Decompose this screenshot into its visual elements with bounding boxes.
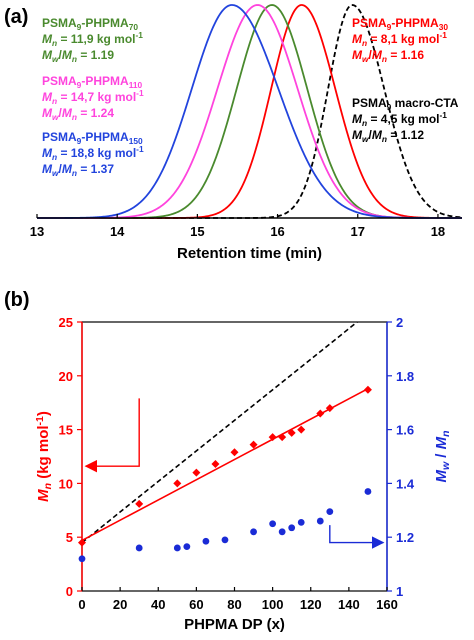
panel-a-gpc-chart: (a) 13 14 15 16 17 18 Retention time (min) PS…: [4, 4, 463, 262]
dispersity-tick-label: 2: [396, 315, 403, 330]
mn-point: [316, 409, 325, 418]
mn-point: [278, 433, 287, 442]
mn-point: [192, 468, 201, 477]
mn-tick-label: 0: [66, 584, 73, 599]
dp-tick-label: 0: [78, 597, 85, 612]
mn-tick-label: 10: [59, 476, 73, 491]
mn-axis-arrow: [84, 398, 140, 473]
dp-axis-title: PHPMA DP (x): [184, 616, 285, 633]
dispersity-point: [269, 520, 277, 528]
dp-tick-label: 120: [300, 597, 322, 612]
retention-tick-label: 16: [270, 224, 284, 239]
mn-axis-ticks: 0 5 10 15 20 25: [59, 315, 82, 599]
dispersity-point: [173, 544, 181, 552]
gpc-series-label-line: Mw/Mn = 1.16: [352, 48, 424, 64]
dispersity-point: [250, 528, 257, 536]
mn-point: [249, 440, 258, 449]
dispersity-point: [221, 536, 229, 544]
theoretical-mn-line: [81, 321, 358, 544]
dispersity-point: [183, 543, 191, 551]
dispersity-tick-label: 1: [396, 584, 403, 599]
mn-point: [325, 404, 334, 413]
retention-tick-label: 15: [190, 224, 204, 239]
mn-point: [297, 425, 306, 434]
dp-tick-label: 100: [262, 597, 284, 612]
gpc-series-label-line: PSMA9-PHPMA150: [42, 130, 143, 146]
mn-tick-label: 25: [59, 315, 73, 330]
dp-tick-label: 160: [376, 597, 398, 612]
mn-point: [173, 479, 182, 488]
mn-axis-title: Mn (kg mol-1): [34, 411, 54, 502]
retention-tick-label: 17: [351, 224, 365, 239]
gpc-series-label-line: Mn = 11,9 kg mol-1: [42, 30, 143, 48]
dp-tick-label: 40: [151, 597, 165, 612]
dispersity-point: [288, 524, 296, 532]
gpc-series-label-line: Mw/Mn = 1.19: [42, 48, 114, 64]
dispersity-point: [297, 519, 305, 526]
dispersity-tick-label: 1.2: [396, 530, 414, 545]
mn-points: [78, 385, 372, 547]
mn-tick-label: 5: [66, 530, 73, 545]
gpc-series-label-line: Mw/Mn = 1.24: [42, 106, 114, 122]
dispersity-axis-arrow: [329, 525, 385, 549]
dp-tick-label: 80: [227, 597, 241, 612]
dp-tick-label: 20: [113, 597, 127, 612]
plot-frame: [81, 321, 388, 592]
dispersity-axis-ticks: 1 1.2 1.4 1.6 1.8 2: [387, 315, 415, 599]
mn-point: [230, 448, 239, 457]
gpc-series-label-line: PSMA9 macro-CTA: [352, 96, 459, 112]
mn-point: [363, 385, 372, 394]
gpc-series-label-line: Mw/Mn = 1.37: [42, 162, 114, 178]
gpc-series-label-line: PSMA9-PHPMA110: [42, 74, 143, 90]
panel-b-scatter-chart: (b) 0 20 40 60 80 100 120 140 160 0 5 10 15 20 25 1 1.…: [4, 289, 452, 633]
panel-a-label: (a): [4, 6, 28, 28]
mn-point: [287, 428, 296, 437]
dispersity-point: [135, 544, 143, 552]
dispersity-point: [326, 508, 334, 516]
retention-tick-label: 18: [431, 224, 445, 239]
retention-time-ticks: 13 14 15 16 17 18: [30, 214, 445, 239]
mn-tick-label: 20: [59, 369, 73, 384]
dispersity-axis-title: Mw / Mn: [433, 430, 452, 482]
dispersity-point: [78, 555, 86, 563]
dispersity-point: [316, 517, 324, 525]
gpc-series-label-line: Mn = 4,5 kg mol-1: [352, 110, 447, 128]
gpc-series-label-line: Mn = 18,8 kg mol-1: [42, 144, 144, 162]
dp-tick-label: 60: [189, 597, 203, 612]
dispersity-point: [202, 537, 210, 545]
retention-tick-label: 14: [110, 224, 125, 239]
gpc-series-label-line: Mn = 8,1 kg mol-1: [352, 30, 447, 48]
mn-fit-line: [81, 388, 369, 542]
dispersity-point: [364, 488, 372, 495]
gpc-series-label-line: PSMA9-PHPMA70: [42, 16, 138, 32]
dispersity-points: [78, 488, 372, 563]
panel-b-label: (b): [4, 289, 30, 311]
mn-point: [268, 433, 277, 442]
retention-time-axis-title: Retention time (min): [177, 245, 322, 262]
dispersity-tick-label: 1.8: [396, 369, 414, 384]
mn-tick-label: 15: [59, 423, 73, 438]
dispersity-tick-label: 1.4: [396, 476, 415, 491]
dp-tick-label: 140: [338, 597, 360, 612]
mn-point: [211, 460, 220, 469]
gpc-series-label-line: PSMA9-PHPMA30: [352, 16, 448, 32]
dispersity-tick-label: 1.6: [396, 423, 414, 438]
dp-axis-ticks: 0 20 40 60 80 100 120 140 160: [78, 587, 398, 612]
gpc-series-label-line: Mn = 14,7 kg mol-1: [42, 88, 144, 106]
gpc-series-label-line: Mw/Mn = 1.12: [352, 128, 424, 144]
mn-point: [78, 538, 86, 547]
dispersity-point: [278, 528, 286, 536]
retention-tick-label: 13: [30, 224, 44, 239]
mn-point: [135, 499, 144, 508]
